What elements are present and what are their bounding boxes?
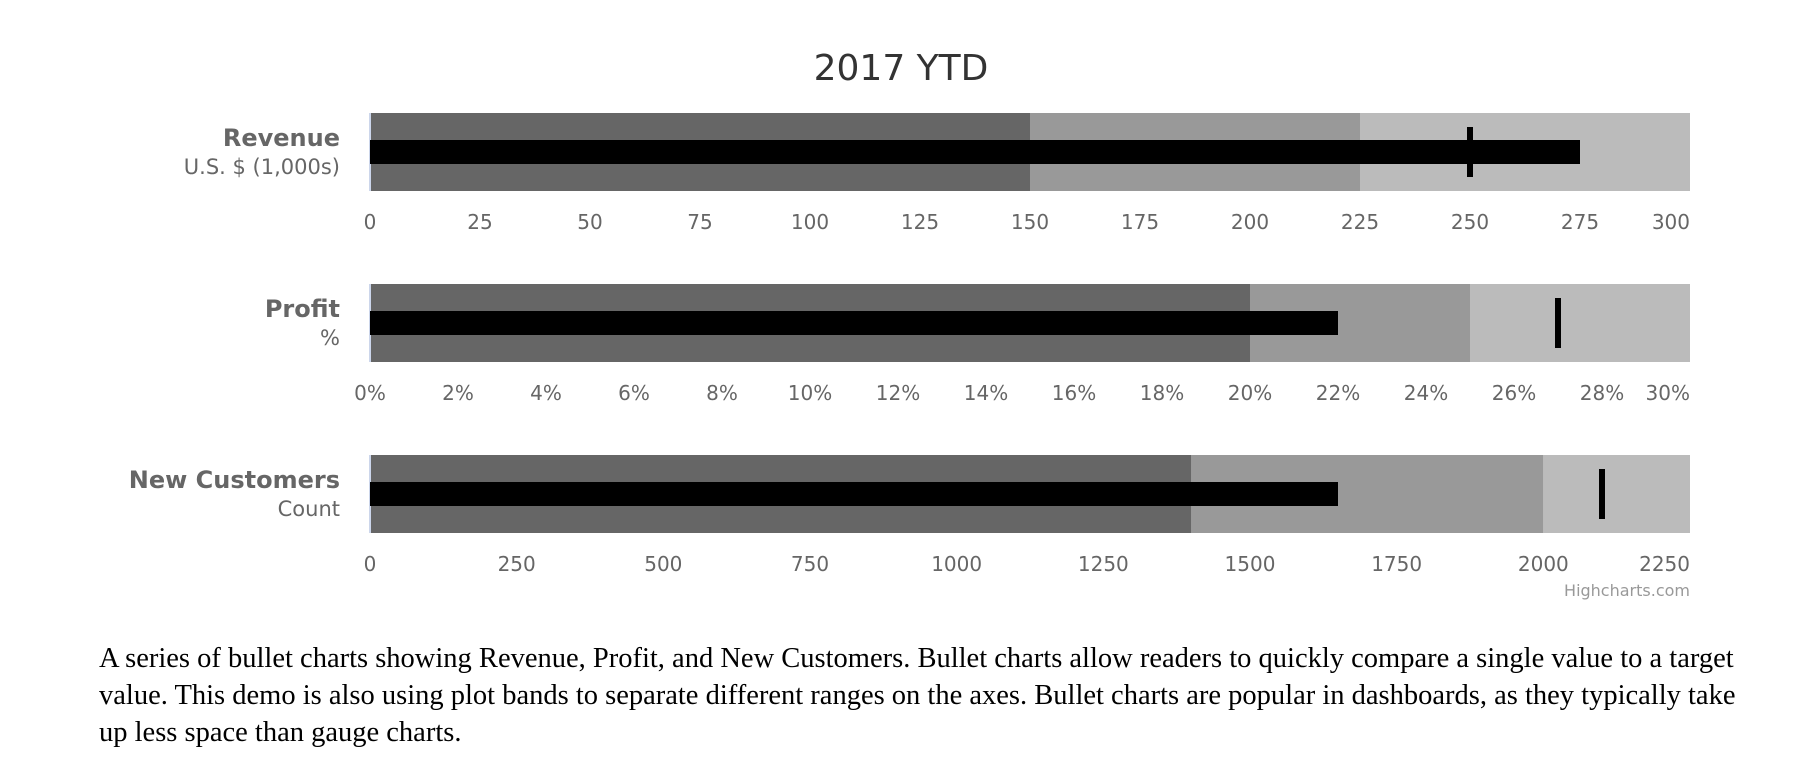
- tick-label: 125: [901, 210, 939, 234]
- tick-label: 10%: [788, 381, 832, 405]
- tick-label: 200: [1231, 210, 1269, 234]
- credits-link[interactable]: Highcharts.com: [1564, 581, 1690, 600]
- bullet-row: New Customers Count 0 250 500 750 1000 1250 1500…: [129, 455, 1690, 576]
- tick-label: 8%: [706, 381, 738, 405]
- tick-label: 2250: [1639, 552, 1690, 576]
- tick-label: 250: [1451, 210, 1489, 234]
- tick-label: 0: [364, 552, 377, 576]
- target-marker: [1555, 298, 1561, 348]
- value-bar: [370, 140, 1580, 164]
- tick-label: 50: [577, 210, 602, 234]
- bullet-row: Revenue U.S. $ (1,000s) 0 25 50 75 100 125 150 17…: [184, 113, 1690, 234]
- tick-label: 275: [1561, 210, 1599, 234]
- target-marker: [1467, 127, 1473, 177]
- tick-label: 1000: [931, 552, 982, 576]
- tick-label: 2%: [442, 381, 474, 405]
- tick-label: 25: [467, 210, 492, 234]
- row-title: Revenue: [223, 124, 340, 152]
- chart-title: 2017 YTD: [814, 48, 989, 89]
- tick-label: 24%: [1404, 381, 1448, 405]
- tick-label: 0: [364, 210, 377, 234]
- tick-label: 28%: [1580, 381, 1624, 405]
- tick-label: 20%: [1228, 381, 1272, 405]
- tick-label: 18%: [1140, 381, 1184, 405]
- tick-label: 250: [498, 552, 536, 576]
- tick-label: 0%: [354, 381, 386, 405]
- tick-label: 100: [791, 210, 829, 234]
- row-subtitle: %: [320, 326, 340, 350]
- tick-label: 16%: [1052, 381, 1096, 405]
- row-title: New Customers: [129, 466, 340, 494]
- row-subtitle: Count: [278, 497, 340, 521]
- plot-band: [1543, 455, 1690, 533]
- chart-rows: Revenue U.S. $ (1,000s) 0 25 50 75 100 125 150 17…: [129, 113, 1690, 576]
- tick-label: 6%: [618, 381, 650, 405]
- tick-label: 2000: [1518, 552, 1569, 576]
- bullet-row: Profit% 0% 2% 4% 6% 8% 10% 12% 14% 16% 18% 20% 22% 24…: [265, 284, 1690, 405]
- tick-label: 300: [1652, 210, 1690, 234]
- bullet-chart-container: 2017 YTD Revenue U.S. $ (1,000s) 0 25 50 75 10…: [129, 48, 1690, 600]
- value-bar: [370, 482, 1338, 506]
- tick-label: 750: [791, 552, 829, 576]
- tick-label: 4%: [530, 381, 562, 405]
- tick-label: 12%: [876, 381, 920, 405]
- tick-label: 225: [1341, 210, 1379, 234]
- row-subtitle: U.S. $ (1,000s): [184, 155, 340, 179]
- tick-label: 175: [1121, 210, 1159, 234]
- tick-label: 75: [687, 210, 712, 234]
- bullet-chart: 2017 YTD Revenue U.S. $ (1,000s) 0 25 50 75 10…: [129, 48, 1690, 600]
- target-marker: [1599, 469, 1605, 519]
- chart-description: A series of bullet charts showing Revenu…: [99, 643, 1736, 748]
- tick-label: 150: [1011, 210, 1049, 234]
- tick-label: 1500: [1225, 552, 1276, 576]
- plot-band: [1470, 284, 1690, 362]
- row-title: Profit: [265, 295, 340, 323]
- tick-label: 1250: [1078, 552, 1129, 576]
- tick-label: 500: [644, 552, 682, 576]
- tick-label: 1750: [1371, 552, 1422, 576]
- tick-label: 22%: [1316, 381, 1360, 405]
- tick-label: 30%: [1646, 381, 1690, 405]
- tick-label: 26%: [1492, 381, 1536, 405]
- tick-label: 14%: [964, 381, 1008, 405]
- value-bar: [370, 311, 1338, 335]
